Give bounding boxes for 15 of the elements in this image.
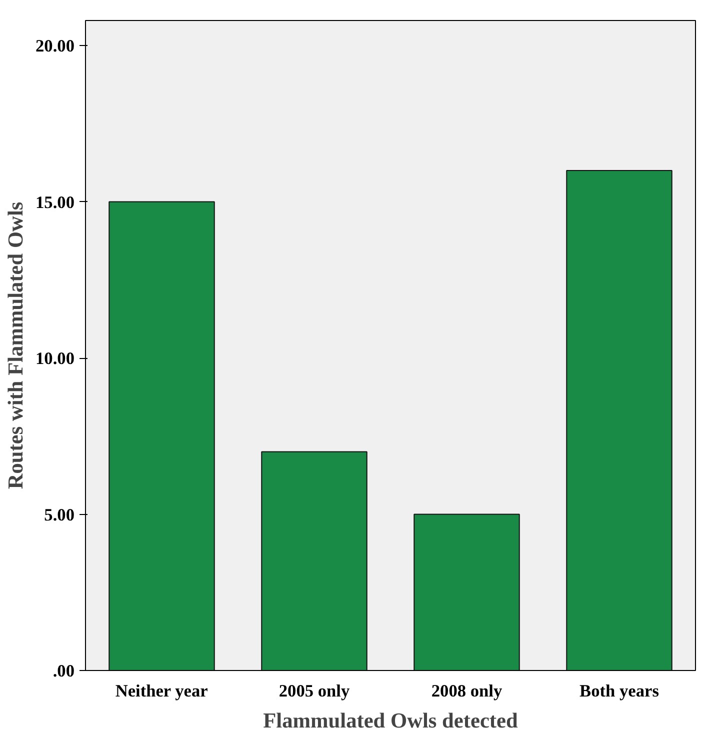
y-tick-label: 5.00 (44, 505, 75, 524)
bar (566, 170, 672, 670)
bar (261, 451, 368, 670)
y-tick-label: 20.00 (36, 36, 75, 56)
x-tick-label: 2008 only (431, 682, 502, 700)
y-tick-label: 10.00 (36, 349, 75, 368)
bar (108, 201, 215, 670)
y-tick-label: 15.00 (36, 192, 75, 212)
x-tick-label: Both years (580, 682, 660, 700)
y-tick-label: .00 (52, 662, 75, 680)
y-axis-title: Routes with Flammulated Owls (4, 202, 28, 490)
bar (414, 514, 520, 670)
x-tick-label: Neither year (115, 682, 208, 700)
x-axis-title: Flammulated Owls detected (263, 708, 518, 732)
x-tick-label: 2005 only (278, 682, 350, 700)
